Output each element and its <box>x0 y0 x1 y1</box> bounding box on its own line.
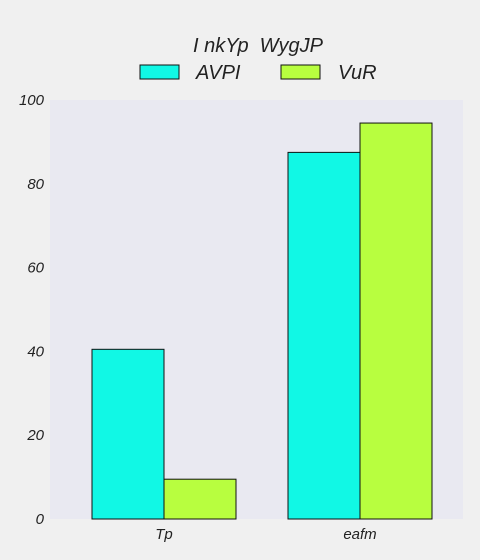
y-tick-label: 80 <box>27 176 44 193</box>
x-tick-label: Tp <box>155 526 173 543</box>
legend-title: I nkYp WygJP <box>193 35 324 57</box>
bars-layer <box>91 122 433 520</box>
legend-label-vur: VuR <box>338 62 377 84</box>
y-tick-label: 100 <box>19 92 45 109</box>
y-tick-label: 60 <box>27 260 44 277</box>
bar-vur-eafm <box>359 122 433 520</box>
y-tick-label: 40 <box>27 343 44 360</box>
bar-avpi-eafm <box>287 151 361 520</box>
y-tick-label: 0 <box>36 511 45 528</box>
legend: I nkYp WygJP AVPI VuR <box>139 35 377 84</box>
legend-label-avpi: AVPI <box>195 62 241 84</box>
bar-avpi-tp <box>91 348 165 520</box>
y-tick-label: 20 <box>26 427 44 444</box>
bar-vur-tp <box>163 478 237 520</box>
legend-swatch-avpi <box>139 64 180 80</box>
legend-swatch-vur <box>280 64 321 80</box>
y-axis: 0 20 40 60 80 100 <box>19 92 45 528</box>
x-axis: Tp eafm <box>155 526 376 543</box>
x-tick-label: eafm <box>343 526 376 543</box>
